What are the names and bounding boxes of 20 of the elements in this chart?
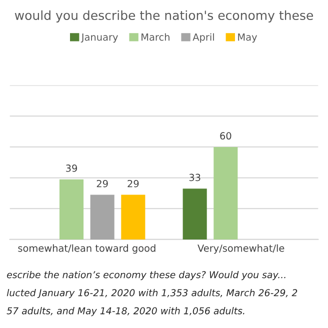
data-label: 60: [220, 132, 232, 140]
text: 57 adults, and May 14-18, 2020 with 1,056 adults.: [6, 307, 244, 316]
data-label: 33: [189, 174, 200, 182]
legend-label: May: [238, 34, 258, 43]
x-tick-label: Very/somewhat/le: [198, 244, 284, 254]
bar: [214, 146, 238, 240]
data-label: 29: [128, 180, 139, 188]
chart-title: would you describe the nation's economy these: [14, 10, 313, 22]
legend-label: January: [80, 34, 118, 43]
text: lucted January 16-21, 2020 with 1,353 adults, March 26-29, 2: [6, 288, 298, 298]
bar: [90, 194, 114, 240]
data-label: 39: [66, 164, 78, 172]
bar: [59, 179, 84, 240]
data-label: 29: [96, 180, 108, 188]
text: escribe the nation’s economy these days? Would you say...: [6, 270, 286, 280]
legend-label: March: [142, 33, 170, 41]
bar: [182, 188, 207, 240]
legend-label: April: [192, 33, 214, 43]
bar: [121, 194, 146, 240]
x-tick-label: somewhat/lean toward good: [18, 244, 156, 254]
